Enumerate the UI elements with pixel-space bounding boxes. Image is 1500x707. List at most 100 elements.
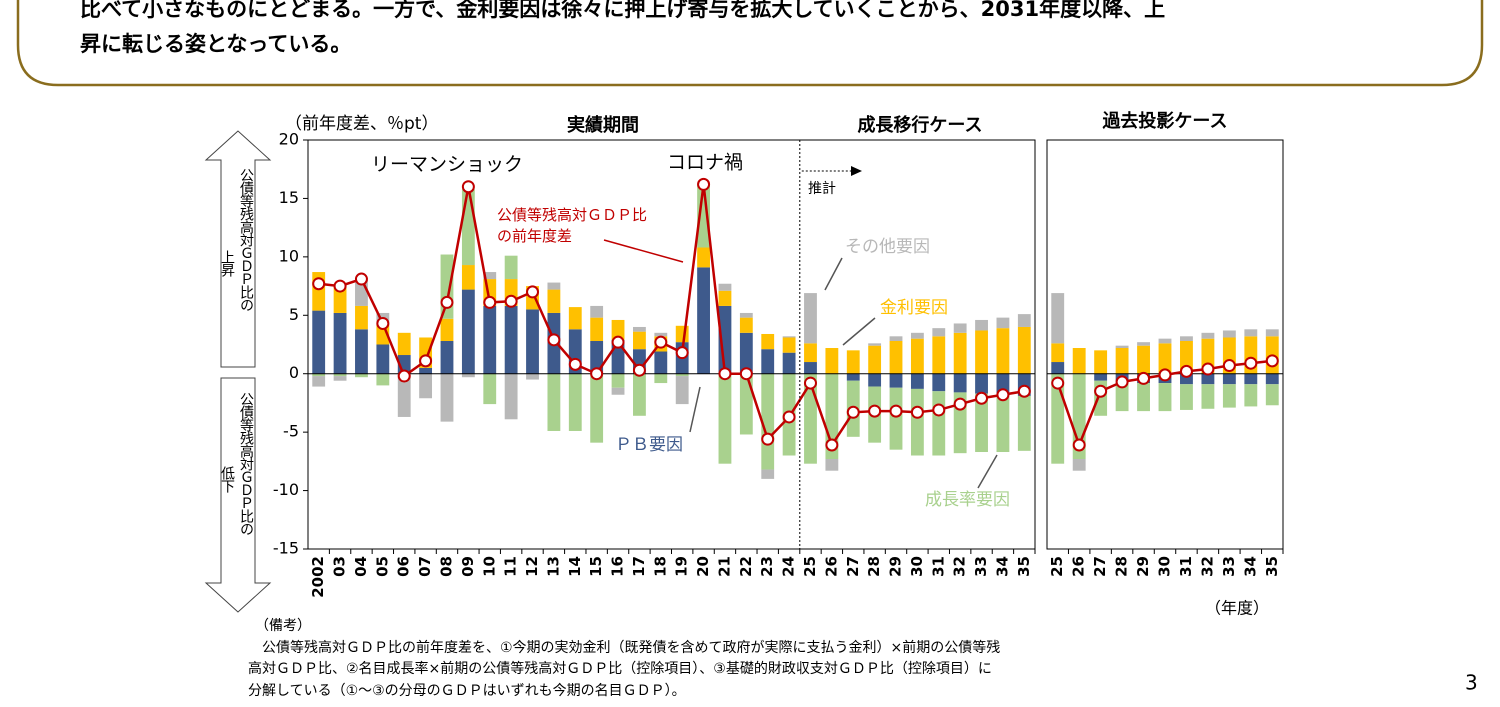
bar-segment — [1222, 330, 1236, 338]
x-tick-label: 18 — [651, 556, 669, 577]
bar-segment — [1017, 314, 1031, 327]
bar-segment — [440, 373, 454, 422]
x-tick-label: 30 — [908, 556, 926, 577]
line-marker — [1072, 438, 1086, 452]
bar-segment — [932, 373, 946, 392]
y-axis-label: （前年度差、％pt） — [285, 114, 438, 134]
bar-segment — [568, 373, 582, 431]
bar-segment — [1017, 395, 1031, 451]
bar-segment — [739, 312, 753, 318]
annotation: リーマンショック — [371, 154, 523, 176]
bar-segment — [975, 373, 988, 394]
x-tick-label: 27 — [844, 556, 862, 577]
bar-segment — [782, 337, 796, 353]
bar-segment — [804, 373, 817, 464]
bar-segment — [355, 373, 368, 378]
bar-segment — [975, 319, 988, 331]
bar-segment — [526, 309, 539, 374]
bar-segment — [440, 318, 454, 341]
bar-segment — [739, 373, 753, 435]
x-tick-label: 15 — [587, 556, 605, 577]
bar-segment — [376, 344, 390, 374]
x-tick-label: 17 — [630, 556, 648, 577]
bar-segment — [761, 373, 775, 470]
bar-segment — [782, 352, 796, 374]
bar-segment — [975, 393, 988, 453]
line-marker — [611, 335, 625, 349]
bar-segment — [1180, 336, 1193, 341]
x-tick-label: 03 — [331, 556, 349, 577]
line-marker — [782, 410, 796, 424]
bar-segment — [1137, 345, 1150, 374]
bar-segment — [1265, 384, 1279, 406]
bar-segment — [868, 373, 882, 387]
bar-segment — [718, 305, 732, 374]
x-tick-label: 29 — [887, 556, 905, 577]
bar-segment — [889, 373, 903, 388]
label-pointer — [603, 239, 684, 263]
bar-segment — [825, 459, 839, 471]
bar-segment — [461, 189, 475, 266]
annotation: 推計 — [808, 181, 836, 197]
line-marker — [419, 354, 433, 368]
bar-segment — [739, 332, 753, 374]
x-tick-label: 07 — [416, 556, 434, 577]
line-marker — [996, 388, 1010, 402]
line-marker — [761, 432, 775, 446]
line-marker — [910, 405, 924, 419]
bar-segment — [1244, 329, 1258, 337]
plot-frame — [307, 139, 1036, 550]
x-tick-label: 08 — [437, 556, 455, 577]
x-tick-label: 32 — [951, 556, 969, 577]
series-label: 公債等残高対ＧＤＰ比の前年度差 — [497, 206, 647, 245]
x-tick-label: 21 — [715, 556, 733, 577]
bar-segment — [312, 373, 326, 377]
arrow-label: 公債等残高対ＧＤＰ比の — [238, 168, 254, 312]
bar-segment — [1072, 348, 1086, 374]
line-marker — [825, 438, 839, 452]
notes-line: 分解している（①～③の分母のＧＤＰはいずれも今期の名目ＧＤＰ）。 — [248, 683, 686, 699]
bar-segment — [461, 373, 475, 378]
bar-segment — [504, 255, 518, 280]
bar-segment — [1051, 362, 1065, 374]
notes-line: 高対ＧＤＰ比、②名目成長率×前期の公債等残高対ＧＤＰ比（控除項目）、③基礎的財政… — [248, 660, 992, 677]
bar-segment — [611, 373, 625, 388]
bar-segment — [654, 332, 668, 337]
y-tick-label: -5 — [283, 422, 299, 441]
x-tick-label: 19 — [673, 556, 691, 577]
label-pointer — [842, 317, 876, 346]
y-tick-label: -10 — [273, 480, 299, 499]
bar-segment — [804, 343, 817, 363]
bar-segment — [654, 373, 668, 384]
bar-segment — [590, 373, 604, 443]
bar-segment — [654, 351, 668, 374]
bar-segment — [675, 373, 689, 377]
bar-segment — [675, 325, 689, 343]
panel-title: 過去投影ケース — [1102, 110, 1227, 132]
notes-title: （備考） — [255, 618, 311, 634]
bar-segment — [1017, 326, 1031, 374]
bar-segment — [333, 312, 347, 374]
bar-segment — [633, 326, 646, 332]
line — [318, 184, 1025, 448]
bar-segment — [1094, 350, 1108, 374]
bar-segment — [1265, 329, 1279, 337]
x-tick-label: 33 — [972, 556, 990, 577]
bar-segment — [1158, 338, 1172, 344]
line-marker — [504, 294, 518, 308]
bar-segment — [1222, 373, 1236, 385]
bar-segment — [333, 376, 347, 381]
line-marker — [397, 369, 411, 383]
bar-segment — [953, 323, 967, 333]
x-tick-label: 30 — [1156, 556, 1174, 577]
x-tick-label: 09 — [459, 556, 477, 577]
bar-segment — [590, 317, 604, 341]
x-tick-label: 35 — [1263, 556, 1281, 577]
bar-segment — [440, 340, 454, 374]
line-marker — [632, 363, 646, 377]
x-axis-label: （年度） — [1205, 599, 1269, 618]
page-number: 3 — [1465, 671, 1478, 695]
series-label: ＰＢ要因 — [615, 435, 683, 455]
bar-segment — [1180, 384, 1193, 410]
